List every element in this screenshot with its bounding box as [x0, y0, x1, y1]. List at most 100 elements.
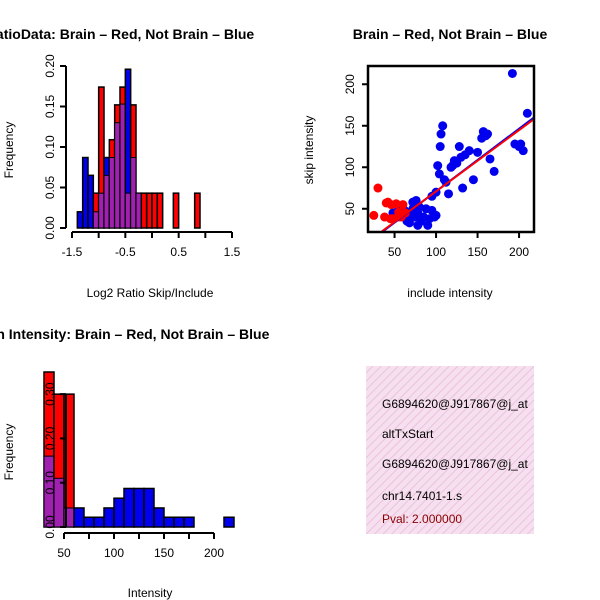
scatter-points — [369, 68, 534, 232]
ratio-ytick-label: 0.05 — [43, 175, 57, 199]
intensity-xtick-label: 50 — [57, 546, 71, 560]
scatter-point-not-brain — [489, 166, 499, 176]
intensity-bar — [153, 507, 165, 528]
intensity-bars — [43, 371, 235, 528]
scatter-point-not-brain — [444, 189, 454, 199]
scatter-point-brain — [373, 183, 383, 193]
intensity-xtick-label: 200 — [204, 546, 224, 560]
ratio-bars — [76, 68, 201, 229]
ratio-ytick-label: 0.20 — [43, 54, 57, 78]
intensity-bar — [103, 507, 115, 528]
intensity-bar — [163, 516, 175, 528]
ratio-overlap-bar — [92, 211, 100, 229]
intensity-bar — [223, 516, 235, 528]
ratio-overlap-bar — [119, 103, 126, 229]
scatter-point-not-brain — [485, 154, 495, 164]
scatter-frame — [366, 64, 536, 234]
scatter-point-not-brain — [507, 68, 517, 78]
info-line-location: chr14.7401-1.s — [382, 489, 462, 503]
scatter-point-not-brain — [483, 129, 493, 139]
ratio-bar — [193, 192, 201, 229]
ratio-histogram: RatioData: Brain – Red, Not Brain – Blue… — [0, 26, 254, 300]
scatter-point-not-brain — [464, 146, 474, 156]
ratio-xtick-label: -0.5 — [115, 245, 136, 259]
info-line-probe: G6894620@J917867@j_at — [382, 457, 528, 471]
scatter-ytick-label: 150 — [343, 115, 357, 135]
ratio-xtick-label: 0.5 — [170, 245, 187, 259]
ratio-bar — [156, 192, 164, 229]
scatter-point-not-brain — [454, 142, 464, 152]
info-line-pval: Pval: 2.000000 — [382, 512, 462, 526]
scatter-point-not-brain — [431, 210, 441, 220]
scatter-xlabel: include intensity — [407, 286, 492, 300]
scatter-title: Brain – Red, Not Brain – Blue — [353, 26, 548, 42]
intensity-xlabel: Intensity — [128, 586, 173, 600]
ratio-ytick-label: 0.10 — [43, 135, 57, 159]
ratio-overlap-bar — [130, 157, 137, 229]
intensity-title: Exon Intensity: Brain – Red, Not Brain –… — [0, 326, 270, 342]
info-panel-hatch — [366, 366, 534, 534]
ratio-bar — [76, 211, 84, 229]
ratio-title: RatioData: Brain – Red, Not Brain – Blue — [0, 26, 254, 42]
scatter-point-not-brain — [438, 121, 448, 131]
intensity-ytick-label: 0.00 — [43, 515, 57, 539]
intensity-ytick-label: 0.30 — [43, 382, 57, 406]
ratio-bar — [172, 192, 180, 229]
ratio-bar — [140, 192, 148, 229]
scatter-point-brain — [391, 199, 401, 209]
scatter-point-not-brain — [522, 108, 532, 118]
info-line-event: altTxStart — [382, 427, 434, 441]
intensity-ytick-label: 0.10 — [43, 471, 57, 495]
info-panel-text-clip: G6894620@J917867@j_at altTxStart G689462… — [382, 397, 528, 526]
ratio-overlap-bar — [114, 122, 121, 229]
intensity-xtick-label: 150 — [154, 546, 174, 560]
intensity-bar — [83, 516, 95, 528]
ratio-bar — [87, 174, 95, 229]
ratio-xlabel: Log2 Ratio Skip/Include — [87, 286, 214, 300]
ratio-xtick-label: -1.5 — [62, 245, 83, 259]
intensity-ylabel: Frequency — [2, 424, 16, 481]
scatter-point-not-brain — [458, 183, 468, 193]
scatter-point-not-brain — [518, 146, 528, 156]
ratio-ytick-label: 0.00 — [43, 216, 57, 240]
scatter-point-not-brain — [435, 142, 445, 152]
ratio-overlap-bar — [108, 157, 116, 229]
intensity-bar — [113, 497, 125, 528]
intensity-scatter: Brain – Red, Not Brain – Blue 50 100 150 20… — [302, 26, 547, 300]
scatter-point-brain — [398, 200, 408, 210]
ratio-axes: 0.00 0.05 0.10 0.15 0.20 -1.5 -0.5 0.5 1.5 — [43, 54, 241, 259]
intensity-bar — [173, 516, 185, 528]
fit-line — [381, 118, 534, 232]
ratio-overlap-bar — [124, 192, 132, 229]
scatter-xtick-label: 150 — [468, 245, 488, 259]
intensity-bar — [133, 487, 145, 528]
scatter-ylabel: skip intensity — [302, 116, 316, 185]
scatter-xtick-label: 50 — [388, 245, 402, 259]
intensity-histogram: Exon Intensity: Brain – Red, Not Brain –… — [0, 326, 270, 600]
scatter-xtick-label: 100 — [426, 245, 446, 259]
ratio-bar — [151, 192, 159, 229]
intensity-bar — [73, 507, 85, 528]
intensity-bar — [123, 487, 135, 528]
info-line-gene: G6894620@J917867@j_at — [382, 397, 528, 411]
info-panel: G6894620@J917867@j_at altTxStart G689462… — [366, 366, 534, 534]
scatter-point-not-brain — [473, 147, 483, 157]
intensity-bar — [143, 487, 155, 528]
intensity-bar — [93, 516, 105, 528]
scatter-ytick-label: 200 — [343, 74, 357, 94]
scatter-point-not-brain — [468, 175, 478, 185]
scatter-axes: 50 100 150 200 50 100 150 200 — [343, 64, 536, 259]
ratio-ylabel: Frequency — [2, 122, 16, 179]
ratio-overlap-bar — [98, 192, 105, 229]
ratio-ytick-label: 0.15 — [43, 94, 57, 118]
intensity-bar — [183, 516, 195, 528]
scatter-ytick-label: 100 — [343, 157, 357, 177]
ratio-overlap-bar — [103, 174, 110, 229]
scatter-point-not-brain — [433, 161, 443, 171]
intensity-axes: 0.00 0.10 0.20 0.30 50 100 150 200 — [43, 382, 224, 560]
scatter-point-brain — [369, 210, 379, 220]
scatter-ytick-label: 50 — [343, 202, 357, 216]
scatter-point-not-brain — [411, 195, 421, 205]
scatter-point-not-brain — [436, 129, 446, 139]
